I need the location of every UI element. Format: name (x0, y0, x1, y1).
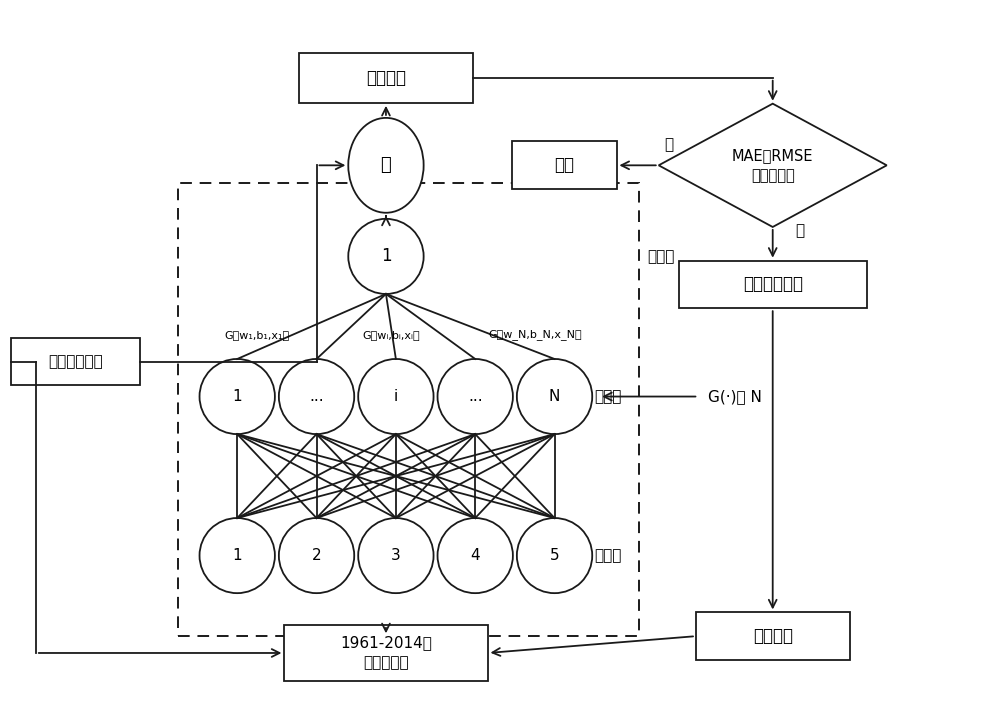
Text: 隐藏层: 隐藏层 (594, 389, 622, 404)
Ellipse shape (517, 518, 592, 593)
Text: 输入层: 输入层 (594, 548, 622, 563)
Bar (299, 52, 473, 103)
Ellipse shape (438, 359, 513, 434)
Ellipse shape (517, 359, 592, 434)
Ellipse shape (438, 518, 513, 593)
Text: 1961-2014年
降雨量数据: 1961-2014年 降雨量数据 (340, 635, 432, 671)
Text: N: N (549, 389, 560, 404)
Ellipse shape (348, 118, 424, 213)
Ellipse shape (200, 518, 275, 593)
Ellipse shape (200, 359, 275, 434)
Bar (696, 613, 850, 660)
Text: 是: 是 (664, 137, 673, 152)
Ellipse shape (348, 219, 424, 294)
Text: MAE、RMSE
符合要求？: MAE、RMSE 符合要求？ (732, 148, 813, 183)
Ellipse shape (358, 359, 434, 434)
Bar (11, 337, 140, 385)
Text: 5: 5 (550, 548, 559, 563)
Ellipse shape (279, 518, 354, 593)
Text: ...: ... (309, 389, 324, 404)
Text: 1: 1 (232, 548, 242, 563)
Text: i: i (394, 389, 398, 404)
Text: 输出层: 输出层 (647, 249, 674, 264)
Text: 训练误差: 训练误差 (366, 69, 406, 86)
Text: 重新训练: 重新训练 (753, 627, 793, 645)
Text: G（wᵢ,bᵢ,xᵢ）: G（wᵢ,bᵢ,xᵢ） (362, 330, 420, 340)
Text: －: － (381, 156, 391, 174)
Ellipse shape (358, 518, 434, 593)
Text: 完成: 完成 (554, 156, 574, 174)
Ellipse shape (279, 359, 354, 434)
Text: 模型参数修改: 模型参数修改 (743, 275, 803, 294)
Bar (512, 142, 617, 189)
Bar (178, 183, 639, 636)
Text: G（w₁,b₁,x₁）: G（w₁,b₁,x₁） (224, 330, 290, 340)
Polygon shape (659, 104, 887, 227)
Bar (284, 625, 488, 681)
Text: 降雨量观测值: 降雨量观测值 (48, 354, 103, 369)
Text: G（w_N,b_N,x_N）: G（w_N,b_N,x_N） (488, 330, 582, 340)
Text: 1: 1 (232, 389, 242, 404)
Text: G(·)和 N: G(·)和 N (708, 389, 762, 404)
Text: 2: 2 (312, 548, 321, 563)
Bar (679, 261, 867, 308)
Text: 否: 否 (796, 223, 805, 238)
Text: 3: 3 (391, 548, 401, 563)
Text: 4: 4 (470, 548, 480, 563)
Text: 1: 1 (381, 247, 391, 265)
Text: ...: ... (468, 389, 483, 404)
